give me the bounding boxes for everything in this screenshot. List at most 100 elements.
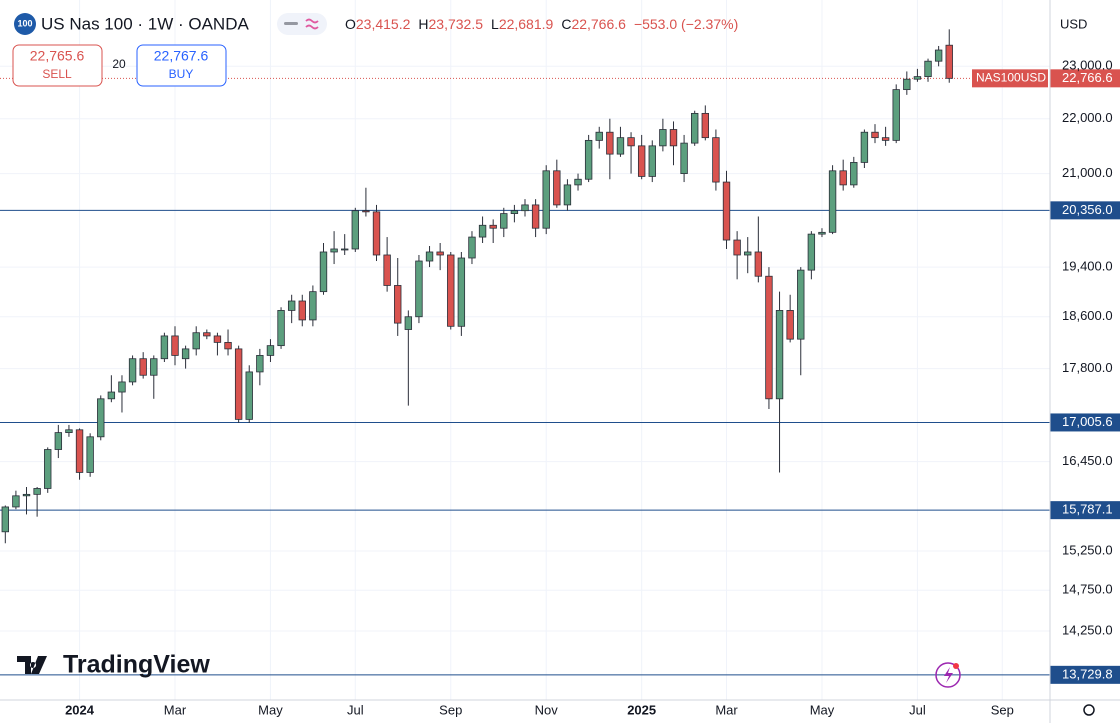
buy-label: BUY xyxy=(169,67,194,81)
ohlc-key: O xyxy=(345,16,356,32)
candle-body xyxy=(256,355,264,373)
candle-body xyxy=(139,358,147,376)
x-tick-label: Jul xyxy=(347,702,364,717)
y-tick-label: 14,250.0 xyxy=(1062,622,1113,637)
candle-body xyxy=(818,231,826,235)
currency[interactable]: USD xyxy=(1060,16,1087,31)
candle-body xyxy=(754,251,763,277)
symbol-title[interactable]: US Nas 100 · 1W · OANDA xyxy=(41,14,249,33)
y-tick-label: 17,800.0 xyxy=(1062,360,1113,375)
candle-body xyxy=(850,162,858,186)
spread: 20 xyxy=(112,57,126,71)
y-tick-label: 22,000.0 xyxy=(1062,110,1113,125)
candle-body xyxy=(404,316,413,330)
ohlc-key: C xyxy=(561,16,571,32)
candle-body xyxy=(319,251,328,293)
candle-body xyxy=(871,131,879,139)
y-tick-label: 19,400.0 xyxy=(1062,259,1113,274)
candle-body xyxy=(266,345,275,356)
candle-body xyxy=(521,204,529,212)
candle-body xyxy=(478,224,487,238)
ohlc-value: 22,766.6 xyxy=(571,16,626,32)
candle-body xyxy=(595,131,603,141)
brand-logo: TradingView xyxy=(17,651,210,679)
candle-body xyxy=(797,269,805,340)
level-label: 13,729.8 xyxy=(1062,666,1113,681)
candle-body xyxy=(298,300,306,321)
x-tick-label: Sep xyxy=(991,702,1014,717)
candle-body xyxy=(744,251,752,256)
x-tick-label: 2025 xyxy=(627,702,656,717)
settings-icon[interactable] xyxy=(1083,704,1095,716)
candle-body xyxy=(309,291,317,321)
buy-price: 22,767.6 xyxy=(154,48,209,64)
lightning-icon xyxy=(944,667,953,683)
candle-body xyxy=(415,260,423,318)
candle-body xyxy=(701,112,709,139)
toggle-icon xyxy=(284,22,298,25)
y-tick-label: 21,000.0 xyxy=(1062,165,1113,180)
candle-body xyxy=(531,204,540,229)
sell-price: 22,765.6 xyxy=(30,48,85,64)
candle-body xyxy=(691,112,699,144)
lightning-icon[interactable] xyxy=(935,662,961,688)
candle-body xyxy=(669,129,678,147)
x-tick-label: Mar xyxy=(164,702,187,717)
candle-body xyxy=(945,44,953,79)
price-name-bg xyxy=(972,69,1048,88)
candle-body xyxy=(924,60,932,78)
symbol-badge xyxy=(14,13,36,35)
candle-body xyxy=(637,145,646,177)
candle-body xyxy=(22,493,31,497)
level-label: 15,787.1 xyxy=(1062,502,1113,517)
candle-body xyxy=(192,332,200,350)
candle-body xyxy=(447,254,455,327)
candle-body xyxy=(839,170,847,186)
candle-body xyxy=(277,310,285,347)
sell-button[interactable] xyxy=(12,44,103,87)
price-name: NAS100USD xyxy=(976,71,1046,85)
toggle[interactable] xyxy=(277,13,327,35)
candle-body xyxy=(287,300,296,311)
candle-body xyxy=(160,335,169,360)
ohlc-value: 23,732.5 xyxy=(429,16,484,32)
candle-body xyxy=(574,178,582,186)
level-label: 17,005.6 xyxy=(1062,414,1113,429)
candle-body xyxy=(807,233,816,271)
candle-body xyxy=(903,78,911,91)
candle-body xyxy=(234,348,243,420)
buy-button[interactable] xyxy=(136,44,227,87)
candle-body xyxy=(245,371,253,420)
candle-body xyxy=(150,358,158,376)
candle-body xyxy=(213,335,222,343)
candles xyxy=(1,29,953,544)
level-label-bg xyxy=(1050,501,1120,520)
candle-body xyxy=(383,254,391,286)
candle-body xyxy=(584,139,593,180)
candle-body xyxy=(75,429,84,473)
candle-body xyxy=(436,251,444,256)
candle-body xyxy=(44,449,52,489)
candle-body xyxy=(913,76,922,80)
x-tick-label: May xyxy=(810,702,835,717)
price-label-bg xyxy=(1050,69,1120,88)
candle-body xyxy=(627,137,635,147)
y-tick-label: 16,450.0 xyxy=(1062,453,1113,468)
candle-body xyxy=(775,310,784,400)
candle-body xyxy=(680,142,688,175)
candle-body xyxy=(489,224,497,229)
candle-body xyxy=(722,181,731,241)
x-tick-label: May xyxy=(258,702,283,717)
header: 100 US Nas 100 · 1W · OANDA O23,415.2 H23… xyxy=(12,13,738,87)
symbol-badge-text: 100 xyxy=(17,18,32,28)
level-label-bg xyxy=(1050,413,1120,432)
candle-body xyxy=(648,145,656,177)
candle-body xyxy=(733,239,741,256)
x-tick-label: Nov xyxy=(535,702,559,717)
ohlc-values: O23,415.2 H23,732.5 L22,681.9 C22,766.6 −553… xyxy=(345,16,738,32)
candle-body xyxy=(362,210,370,213)
candle-body xyxy=(468,236,476,259)
candle-body xyxy=(107,391,116,400)
candle-body xyxy=(425,251,434,262)
